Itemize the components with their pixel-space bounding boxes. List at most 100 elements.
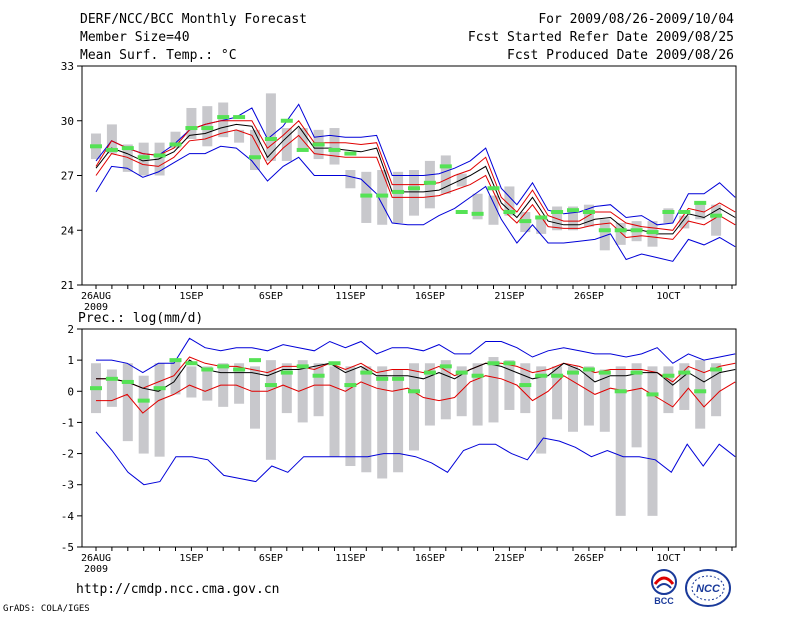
precip-box (250, 366, 260, 429)
temperature-marker (646, 230, 659, 235)
temperature-marker (376, 193, 389, 198)
precip-box (552, 366, 563, 420)
temperature-box (122, 144, 133, 172)
precip-ytick-label: -4 (61, 510, 75, 523)
precip-marker (280, 370, 293, 375)
temperature-marker (614, 228, 627, 233)
temperature-series-min-4 (95, 145, 736, 262)
precip-box (711, 363, 722, 417)
precip-marker (360, 370, 373, 375)
precip-marker (439, 364, 452, 369)
temperature-marker (503, 210, 516, 214)
precip-box (663, 366, 674, 414)
precip-box (154, 363, 165, 457)
temperature-panel (77, 65, 737, 289)
temperature-marker (217, 115, 230, 120)
temperature-marker (90, 144, 102, 149)
precip-marker (582, 367, 595, 372)
precip-box (202, 366, 213, 401)
precip-marker (471, 373, 484, 378)
temperature-box (456, 173, 467, 187)
precip-marker (503, 361, 516, 366)
forecast-period: For 2009/08/26-2009/10/04 (538, 12, 734, 27)
temperature-ytick-label: 21 (61, 279, 74, 292)
temperature-box (234, 129, 245, 143)
temperature-box (329, 128, 340, 165)
temperature-marker (630, 228, 643, 233)
temperature-year-label: 2009 (84, 302, 108, 313)
temperature-box (250, 129, 260, 171)
precip-marker (328, 361, 341, 366)
precip-marker (630, 370, 643, 375)
precip-marker (121, 379, 134, 384)
temperature-xtick-label: 1OCT (656, 291, 680, 302)
temperature-marker (344, 151, 357, 156)
temperature-marker (169, 142, 182, 147)
precip-xtick-label: 1OCT (656, 553, 680, 564)
precip-ytick-label: -5 (61, 541, 74, 554)
temperature-marker (249, 155, 261, 160)
precip-marker (487, 361, 500, 366)
temperature-xtick-label: 16SEP (415, 291, 445, 302)
precip-xtick-label: 6SEP (259, 553, 283, 564)
precip-marker (105, 376, 118, 381)
temperature-box (504, 186, 515, 216)
ncc-logo-text: NCC (696, 583, 721, 595)
precip-xtick-label: 16SEP (415, 553, 445, 564)
temperature-marker (439, 164, 452, 169)
temperature-marker (264, 137, 277, 141)
precip-box (520, 363, 531, 414)
temperature-box (568, 206, 578, 231)
temperature-box (679, 215, 690, 229)
temperature-xtick-label: 26SEP (574, 291, 604, 302)
temperature-marker (598, 228, 611, 233)
precip-marker (519, 383, 532, 388)
precip-ytick-label: 1 (67, 354, 74, 367)
forecast-produced-date: Fcst Produced Date 2009/08/26 (507, 48, 734, 63)
temperature-marker (105, 147, 118, 152)
temperature-box (106, 124, 117, 154)
precip-marker (423, 370, 436, 375)
temperature-box (599, 219, 610, 251)
temperature-ytick-label: 33 (61, 60, 74, 73)
source-url[interactable]: http://cmdp.ncc.cma.gov.cn (76, 582, 280, 597)
temperature-box (345, 170, 356, 189)
precip-box (472, 363, 483, 426)
precip-box (361, 366, 372, 473)
temperature-box (297, 128, 308, 150)
precip-xtick-label: 26AUG (81, 553, 111, 564)
temperature-ytick-label: 30 (61, 115, 74, 128)
precip-marker (233, 367, 246, 372)
precip-marker (249, 358, 261, 363)
temperature-box (409, 170, 419, 216)
temperature-xtick-label: 26AUG (81, 291, 111, 302)
precip-xtick-label: 21SEP (494, 553, 524, 564)
temperature-marker (280, 118, 293, 123)
member-size-label: Member Size=40 (80, 30, 190, 45)
precip-year-label: 2009 (84, 564, 108, 575)
precip-box (409, 363, 419, 451)
temperature-marker (678, 210, 691, 214)
precip-panel (77, 328, 737, 551)
precip-marker (455, 370, 468, 375)
chart-title: DERF/NCC/BCC Monthly Forecast (80, 12, 307, 27)
precip-xtick-label: 11SEP (335, 553, 365, 564)
precip-ytick-label: 2 (67, 323, 74, 336)
precip-box (329, 366, 340, 457)
precip-box (583, 366, 594, 426)
temperature-marker (408, 186, 420, 191)
grads-credit: GrADS: COLA/IGES (3, 604, 90, 614)
precip-xtick-label: 1SEP (179, 553, 203, 564)
precip-box (599, 369, 610, 432)
temperature-marker (185, 126, 198, 131)
variable-label: Mean Surf. Temp.: °C (80, 48, 237, 63)
precip-marker (296, 364, 309, 369)
precip-box (377, 366, 388, 479)
precip-ytick-label: 0 (67, 385, 74, 398)
temperature-box (615, 222, 626, 245)
precip-marker (376, 376, 389, 381)
temperature-box (186, 107, 197, 139)
precip-ytick-label: -3 (61, 479, 74, 492)
precip-box (695, 360, 706, 429)
